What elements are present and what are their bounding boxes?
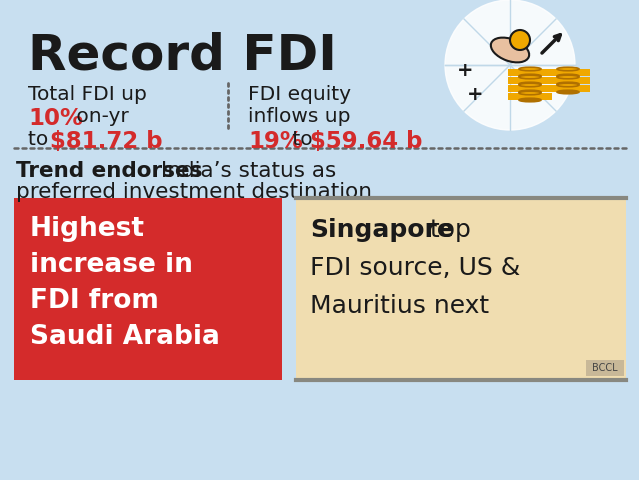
Text: to: to [28,130,54,149]
Ellipse shape [557,90,579,94]
Text: BCCL: BCCL [592,363,618,373]
Ellipse shape [519,90,541,94]
Bar [296,198,626,380]
Bar [546,77,590,84]
Bar [508,69,552,76]
Text: FDI equity: FDI equity [248,85,351,104]
Text: $81.72 b: $81.72 b [50,130,162,153]
Ellipse shape [557,74,579,78]
Text: +: + [466,85,483,105]
Text: to: to [286,130,319,149]
Text: preferred investment destination: preferred investment destination [16,182,372,202]
Text: FDI from: FDI from [30,288,159,314]
Text: Mauritius next: Mauritius next [310,294,489,318]
Text: top: top [422,218,471,242]
Bar [14,198,282,380]
Text: Highest: Highest [30,216,145,242]
Circle shape [445,0,575,130]
Bar [546,85,590,92]
Ellipse shape [519,83,541,87]
Text: Trend endorses: Trend endorses [16,161,203,181]
Bar [508,85,552,92]
Ellipse shape [519,91,541,95]
Bar [586,360,624,376]
Text: on-yr: on-yr [70,107,128,126]
Text: Record FDI: Record FDI [28,32,337,80]
Bar [546,69,590,76]
Ellipse shape [519,82,541,86]
Text: 10%: 10% [28,107,83,130]
Text: 19%: 19% [248,130,303,153]
Ellipse shape [519,75,541,79]
Text: Saudi Arabia: Saudi Arabia [30,324,220,350]
Ellipse shape [519,98,541,102]
Ellipse shape [510,30,530,50]
Ellipse shape [557,83,579,87]
Text: India’s status as: India’s status as [154,161,336,181]
Ellipse shape [557,75,579,79]
Text: FDI source, US &: FDI source, US & [310,256,520,280]
Ellipse shape [519,74,541,78]
Ellipse shape [519,67,541,71]
Ellipse shape [557,67,579,71]
Text: Total FDI up: Total FDI up [28,85,147,104]
Text: Singapore: Singapore [310,218,454,242]
Bar [508,77,552,84]
Text: inflows up: inflows up [248,107,351,126]
Text: +: + [457,60,473,80]
Text: increase in: increase in [30,252,193,278]
Ellipse shape [491,37,529,62]
Text: $59.64 b: $59.64 b [310,130,422,153]
Bar [508,93,552,100]
Ellipse shape [557,82,579,86]
